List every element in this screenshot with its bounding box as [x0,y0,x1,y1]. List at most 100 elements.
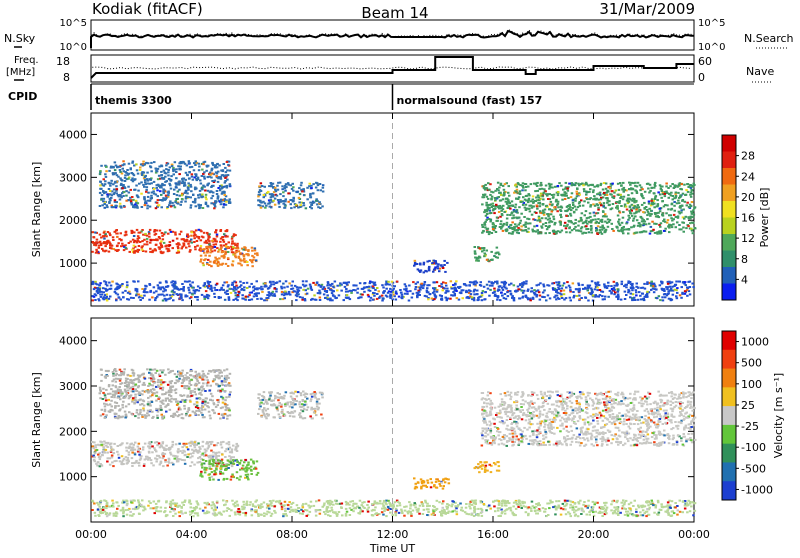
data-cell [566,188,569,190]
data-cell [641,220,644,222]
data-cell [572,207,575,209]
data-cell [99,294,102,296]
data-cell [227,265,230,267]
data-cell [631,192,634,194]
data-cell [164,290,167,292]
data-cell [509,208,512,210]
data-cell [222,462,225,464]
data-cell [292,186,295,188]
data-cell [524,183,527,185]
data-cell [640,287,643,289]
data-cell [608,221,611,223]
data-cell [187,235,190,237]
data-cell [326,294,329,296]
data-cell [639,225,642,227]
data-cell [169,202,172,204]
data-cell [223,204,226,206]
data-cell [442,267,445,269]
data-cell [161,165,164,167]
data-cell [572,199,575,201]
data-cell [590,204,593,206]
data-cell [119,203,122,205]
data-cell [94,232,97,234]
data-cell [124,177,127,179]
data-cell [144,181,147,183]
data-cell [141,247,144,249]
data-cell [287,192,290,194]
data-cell [114,161,117,163]
data-cell [441,286,444,288]
data-cell [299,287,302,289]
data-cell [500,210,503,212]
data-cell [199,456,202,458]
data-cell [174,234,177,236]
data-cell [598,193,601,195]
data-cell [118,297,121,299]
data-cell [482,290,485,292]
data-cell [475,260,478,262]
data-cell [169,200,172,202]
data-cell [587,228,590,230]
data-cell [157,288,160,290]
data-cell [601,225,604,227]
data-cell [105,176,108,178]
data-cell [99,282,102,284]
data-cell [554,208,557,210]
data-cell [235,251,238,253]
data-cell [605,216,608,218]
data-cell [297,207,300,209]
data-cell [236,443,239,445]
data-cell [124,411,127,413]
data-cell [659,230,662,232]
data-cell [172,441,175,443]
data-cell [579,201,582,203]
data-cell [632,287,635,289]
data-cell [501,295,504,297]
data-cell [143,239,146,241]
data-cell [650,200,653,202]
data-cell [223,245,226,247]
data-cell [161,199,164,201]
data-cell [105,290,108,292]
data-cell [169,409,172,411]
data-cell [180,166,183,168]
data-cell [642,293,645,295]
data-cell [580,217,583,219]
data-cell [121,187,124,189]
data-cell [635,201,638,203]
data-cell [389,295,392,297]
data-cell [569,231,572,233]
data-cell [469,285,472,287]
data-cell [637,287,640,289]
data-cell [196,398,199,400]
data-cell [262,201,265,203]
data-cell [158,236,161,238]
data-cell [620,205,623,207]
data-cell [194,246,197,248]
data-cell [564,191,567,193]
data-cell [173,189,176,191]
data-cell [613,281,616,283]
data-cell [297,293,300,295]
data-cell [644,288,647,290]
data-cell [452,291,455,293]
data-cell [135,460,138,462]
data-cell [650,230,653,232]
data-cell [210,265,213,267]
data-cell [181,182,184,184]
data-cell [276,281,279,283]
data-cell [361,294,364,296]
data-cell [99,387,102,389]
data-cell [657,203,660,205]
data-cell [580,219,583,221]
data-cell [216,190,219,192]
data-cell [339,285,342,287]
data-cell [234,247,237,249]
data-cell [242,465,245,467]
data-cell [94,299,97,301]
data-cell [98,299,101,301]
data-cell [575,209,578,211]
data-cell [666,286,669,288]
data-cell [197,204,200,206]
data-cell [197,285,200,287]
